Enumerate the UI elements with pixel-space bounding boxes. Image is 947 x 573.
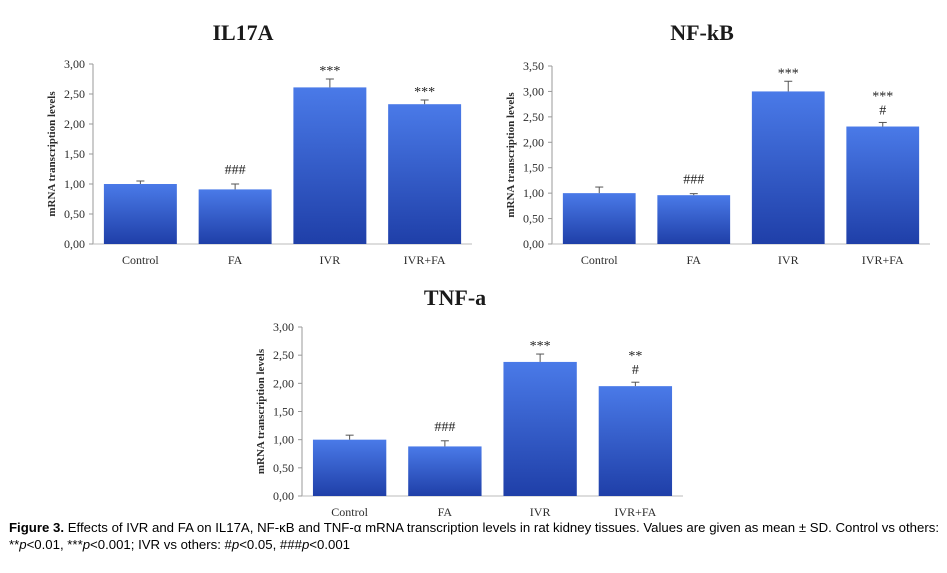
y-tick-label: 3,50 xyxy=(523,59,544,73)
y-tick-label: 3,00 xyxy=(523,84,544,98)
x-tick-label: IVR+FA xyxy=(862,253,904,267)
caption-text: Effects of IVR and FA on IL17A, NF-κB an… xyxy=(9,520,939,552)
bar xyxy=(103,184,177,244)
significance-label: # xyxy=(879,103,886,118)
caption-label: Figure 3. xyxy=(9,520,65,535)
significance-label: ### xyxy=(683,173,704,188)
significance-label: *** xyxy=(778,66,799,81)
significance-label: # xyxy=(632,363,639,378)
y-axis-label: mRNA transcription levels xyxy=(46,91,58,217)
y-tick-label: 1,00 xyxy=(64,177,85,191)
bar xyxy=(312,439,387,496)
chart-il17a: IL17A mRNA transcription levels 0,00 0,50 1,… xyxy=(46,20,472,267)
caption-text: <0.01, *** xyxy=(26,537,83,552)
x-tick-label: IVR+FA xyxy=(404,253,446,267)
y-tick-label: 2,50 xyxy=(273,348,294,362)
y-tick-label: 0,50 xyxy=(523,212,544,226)
chart-title: TNF-a xyxy=(424,285,486,310)
y-tick-label: 1,00 xyxy=(273,433,294,447)
chart-nfkb: NF-kB mRNA transcription levels 0,00 0,50 1,… xyxy=(505,20,930,267)
bar xyxy=(198,189,272,244)
x-tick-label: IVR xyxy=(530,505,551,519)
y-tick-label: 2,50 xyxy=(64,87,85,101)
x-tick-label: IVR xyxy=(778,253,799,267)
y-tick-label: 1,50 xyxy=(273,405,294,419)
bar xyxy=(408,446,482,496)
y-axis-label: mRNA transcription levels xyxy=(505,92,517,218)
chart-title: NF-kB xyxy=(670,20,734,45)
bar xyxy=(846,126,920,244)
x-tick-label: FA xyxy=(687,253,702,267)
y-tick-label: 0,00 xyxy=(523,237,544,251)
chart-title: IL17A xyxy=(212,20,273,45)
y-tick-label: 2,00 xyxy=(64,117,85,131)
figure-caption: Figure 3. Effects of IVR and FA on IL17A… xyxy=(9,519,939,553)
y-tick-label: 0,50 xyxy=(64,207,85,221)
chart-tnfa: TNF-a mRNA transcription levels 0,00 0,50 1,… xyxy=(255,285,683,519)
x-tick-label: Control xyxy=(331,505,368,519)
caption-p: p xyxy=(82,537,91,552)
x-tick-label: FA xyxy=(438,505,453,519)
x-tick-label: Control xyxy=(581,253,618,267)
significance-label: ### xyxy=(225,163,246,178)
significance-label: *** xyxy=(414,85,435,100)
caption-p: p xyxy=(231,537,240,552)
x-tick-label: IVR+FA xyxy=(614,505,656,519)
significance-label: *** xyxy=(530,339,551,354)
caption-p: p xyxy=(19,537,27,552)
y-tick-label: 0,00 xyxy=(273,489,294,503)
bar xyxy=(293,87,367,245)
caption-text: <0.05, ### xyxy=(239,537,302,552)
x-tick-label: FA xyxy=(228,253,243,267)
x-tick-label: Control xyxy=(122,253,159,267)
bar xyxy=(751,91,825,244)
significance-label: ### xyxy=(434,420,455,435)
y-tick-label: 0,50 xyxy=(273,461,294,475)
caption-text: <0.001; IVR vs others: # xyxy=(90,537,232,552)
bar xyxy=(598,386,673,496)
significance-label: *** xyxy=(872,89,893,104)
bar xyxy=(657,195,731,244)
y-tick-label: 1,50 xyxy=(523,161,544,175)
y-tick-label: 2,00 xyxy=(273,376,294,390)
y-tick-label: 2,50 xyxy=(523,110,544,124)
significance-label: ** xyxy=(628,349,642,364)
y-tick-label: 1,50 xyxy=(64,147,85,161)
y-axis-label: mRNA transcription levels xyxy=(255,348,267,474)
bar xyxy=(503,361,577,496)
bar xyxy=(388,104,462,244)
y-tick-label: 1,00 xyxy=(523,186,544,200)
y-tick-label: 0,00 xyxy=(64,237,85,251)
x-tick-label: IVR xyxy=(320,253,341,267)
y-tick-label: 2,00 xyxy=(523,135,544,149)
bar xyxy=(562,193,636,244)
significance-label: *** xyxy=(319,64,340,79)
y-tick-label: 3,00 xyxy=(273,320,294,334)
caption-text: <0.001 xyxy=(309,537,350,552)
caption-p: p xyxy=(301,537,310,552)
y-tick-label: 3,00 xyxy=(64,57,85,71)
